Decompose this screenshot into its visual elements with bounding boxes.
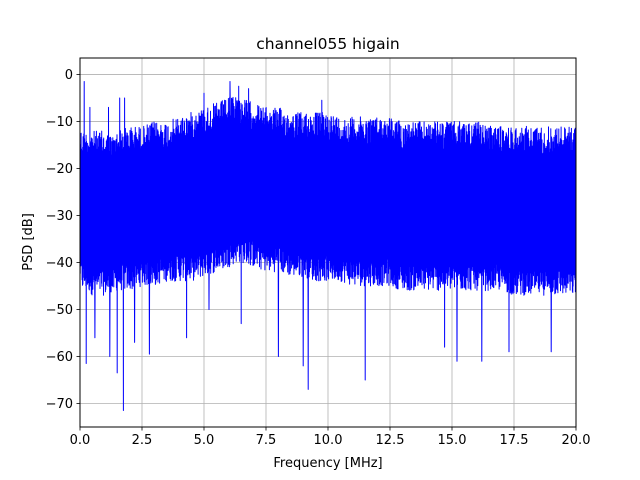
y-axis-ticks: 0 −10 −20 −30 −40 −50 −60 −70: [46, 68, 80, 412]
chart-title: channel055 higain: [256, 35, 399, 53]
psd-series-line: [79, 81, 577, 411]
y-tick-label: −70: [46, 397, 73, 412]
y-tick-label: −50: [46, 303, 73, 318]
x-axis-label: Frequency [MHz]: [273, 456, 382, 471]
x-tick-label: 7.5: [256, 433, 277, 448]
y-tick-label: −40: [46, 256, 73, 271]
y-tick-label: −30: [46, 209, 73, 224]
y-tick-label: −10: [46, 115, 73, 130]
x-tick-label: 5.0: [194, 433, 215, 448]
x-tick-label: 12.5: [376, 433, 405, 448]
y-tick-label: −20: [46, 162, 73, 177]
y-tick-label: −60: [46, 350, 73, 365]
psd-trace: [79, 81, 577, 411]
x-tick-label: 20.0: [562, 433, 591, 448]
x-tick-label: 0.0: [70, 433, 91, 448]
x-tick-label: 2.5: [132, 433, 153, 448]
y-tick-label: 0: [65, 68, 73, 83]
x-tick-label: 10.0: [314, 433, 343, 448]
x-tick-label: 15.0: [438, 433, 467, 448]
y-axis-label: PSD [dB]: [21, 213, 36, 271]
x-axis-ticks: 0.0 2.5 5.0 7.5 10.0 12.5 15.0 17.5 20.0: [70, 427, 591, 448]
x-tick-label: 17.5: [500, 433, 529, 448]
